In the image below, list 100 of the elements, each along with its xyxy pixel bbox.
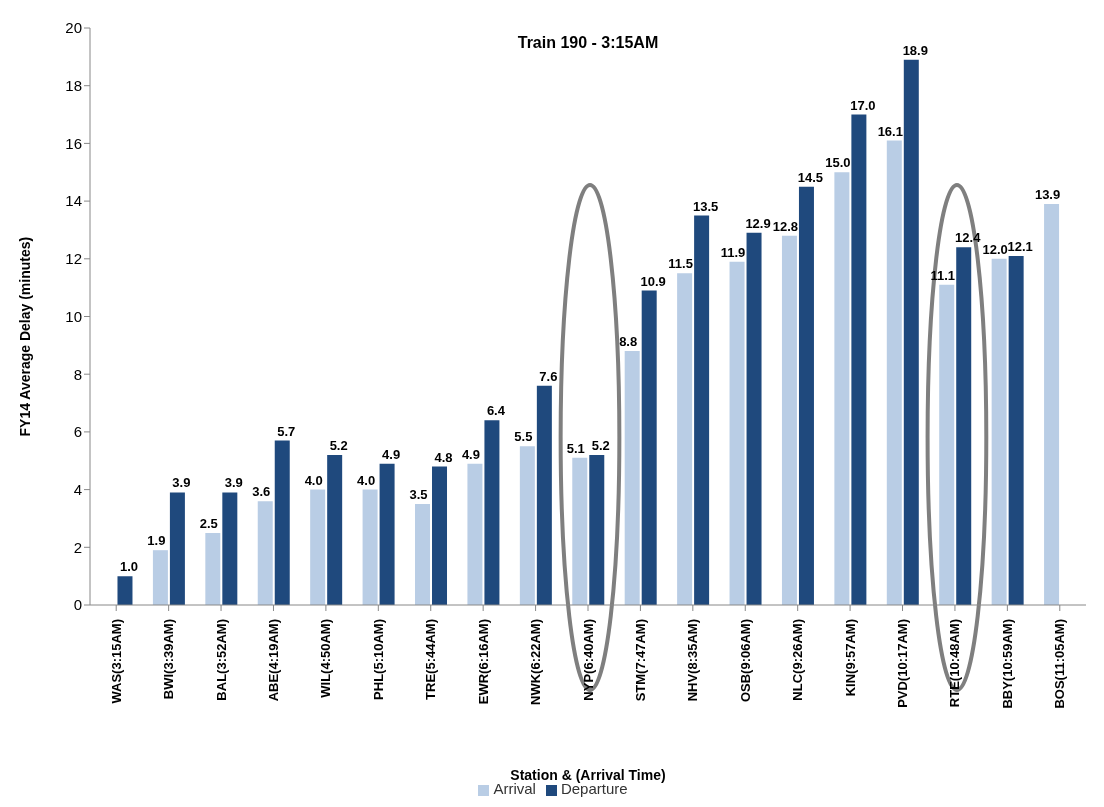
bar bbox=[851, 114, 867, 605]
x-tick-label: BAL(3:52AM) bbox=[213, 619, 229, 701]
bar bbox=[1044, 203, 1060, 605]
chart-title: Train 190 - 3:15AM bbox=[517, 34, 659, 51]
x-tick-label: PVD(10:17AM) bbox=[895, 619, 911, 708]
bar bbox=[624, 351, 640, 605]
x-tick-label: NWK(6:22AM) bbox=[528, 619, 544, 705]
bar bbox=[956, 247, 972, 605]
data-label: 16.1 bbox=[877, 123, 903, 139]
x-tick-label: PHL(5:10AM) bbox=[370, 619, 386, 700]
bar bbox=[257, 501, 273, 605]
bar bbox=[205, 532, 221, 605]
data-label: 11.5 bbox=[668, 256, 693, 272]
data-label: 2.5 bbox=[199, 515, 218, 531]
bar bbox=[467, 463, 483, 605]
data-label: 10.9 bbox=[640, 273, 666, 289]
bar bbox=[781, 235, 797, 605]
data-label: 4.8 bbox=[434, 449, 453, 465]
data-label: 18.9 bbox=[902, 42, 928, 58]
data-label: 3.9 bbox=[172, 475, 191, 491]
data-label: 17.0 bbox=[850, 97, 876, 113]
bar bbox=[152, 550, 168, 605]
data-label: 12.1 bbox=[1007, 238, 1033, 254]
y-tick-label: 12 bbox=[65, 250, 82, 268]
x-tick-label: ABE(4:19AM) bbox=[265, 619, 281, 702]
data-label: 3.5 bbox=[409, 487, 428, 503]
data-label: 1.0 bbox=[119, 559, 139, 575]
y-tick-label: 18 bbox=[65, 77, 82, 95]
y-tick-label: 14 bbox=[65, 192, 82, 210]
bar bbox=[641, 290, 657, 605]
data-label: 14.5 bbox=[797, 169, 824, 185]
bar bbox=[1008, 255, 1024, 605]
x-tick-label: WAS(3:15AM) bbox=[108, 619, 124, 704]
data-label: 3.9 bbox=[224, 475, 243, 491]
x-tick-label: NLC(9:26AM) bbox=[790, 619, 806, 701]
data-label: 1.9 bbox=[147, 533, 166, 549]
x-axis-title: Station & (Arrival Time) bbox=[510, 767, 666, 783]
y-tick-label: 10 bbox=[65, 307, 82, 325]
data-label: 4.9 bbox=[461, 446, 480, 462]
y-tick-label: 0 bbox=[73, 596, 82, 614]
data-label: 13.5 bbox=[692, 198, 719, 214]
bar bbox=[222, 492, 238, 605]
data-label: 11.1 bbox=[930, 267, 956, 283]
data-label: 12.4 bbox=[955, 230, 982, 246]
data-label: 15.0 bbox=[825, 155, 851, 171]
data-label: 6.4 bbox=[486, 403, 506, 419]
bar bbox=[903, 59, 919, 605]
x-tick-label: OSB(9:06AM) bbox=[737, 619, 753, 703]
bar bbox=[746, 232, 762, 605]
bar bbox=[415, 504, 431, 605]
data-label: 12.9 bbox=[745, 215, 771, 231]
y-tick-label: 4 bbox=[73, 480, 82, 498]
bar bbox=[117, 576, 133, 605]
x-tick-label: BBY(10:59AM) bbox=[999, 619, 1015, 709]
bar bbox=[536, 385, 552, 605]
y-tick-label: 20 bbox=[65, 19, 82, 37]
bar bbox=[362, 489, 378, 605]
y-axis-title: FY14 Average Delay (minutes) bbox=[16, 236, 33, 437]
bar bbox=[572, 457, 588, 605]
x-tick-label: EWR(6:16AM) bbox=[475, 619, 491, 705]
data-label: 12.0 bbox=[982, 241, 1008, 257]
data-label: 7.6 bbox=[539, 368, 558, 384]
bar bbox=[274, 440, 290, 605]
x-tick-label: NYP(6:40AM) bbox=[580, 619, 596, 701]
data-label: 5.2 bbox=[329, 437, 348, 453]
bar bbox=[694, 215, 710, 605]
bar bbox=[310, 489, 326, 605]
bar bbox=[677, 273, 693, 605]
data-label: 5.7 bbox=[277, 423, 296, 439]
data-label: 5.2 bbox=[591, 437, 610, 453]
bar bbox=[484, 420, 500, 605]
x-tick-label: STM(7:47AM) bbox=[632, 619, 648, 702]
data-label: 5.5 bbox=[514, 429, 533, 445]
data-label: 3.6 bbox=[252, 484, 271, 500]
bar bbox=[729, 261, 745, 605]
bar bbox=[991, 258, 1007, 605]
bar bbox=[834, 172, 850, 605]
data-label: 5.1 bbox=[566, 440, 585, 456]
data-label: 13.9 bbox=[1034, 186, 1061, 202]
bar bbox=[589, 454, 605, 605]
y-tick-label: 16 bbox=[65, 134, 82, 152]
x-tick-label: BOS(11:05AM) bbox=[1052, 619, 1068, 709]
bar bbox=[798, 186, 814, 605]
data-label: 11.9 bbox=[720, 244, 746, 260]
x-tick-label: NHV(8:35AM) bbox=[685, 619, 701, 702]
bar bbox=[169, 492, 185, 605]
data-label: 4.0 bbox=[357, 472, 376, 488]
y-tick-label: 2 bbox=[73, 538, 82, 556]
x-tick-label: WIL(4:50AM) bbox=[318, 619, 334, 698]
bar bbox=[886, 140, 902, 605]
bar bbox=[432, 466, 448, 605]
x-tick-label: BWI(3:39AM) bbox=[161, 619, 177, 700]
bar bbox=[939, 284, 955, 605]
x-tick-label: RTE(10:48AM) bbox=[947, 619, 963, 708]
y-tick-label: 8 bbox=[73, 365, 82, 383]
data-label: 12.8 bbox=[772, 218, 799, 234]
legend-label: Arrival bbox=[493, 780, 536, 797]
data-label: 4.9 bbox=[382, 446, 401, 462]
data-label: 4.0 bbox=[304, 472, 323, 488]
x-tick-label: KIN(9:57AM) bbox=[842, 619, 858, 697]
